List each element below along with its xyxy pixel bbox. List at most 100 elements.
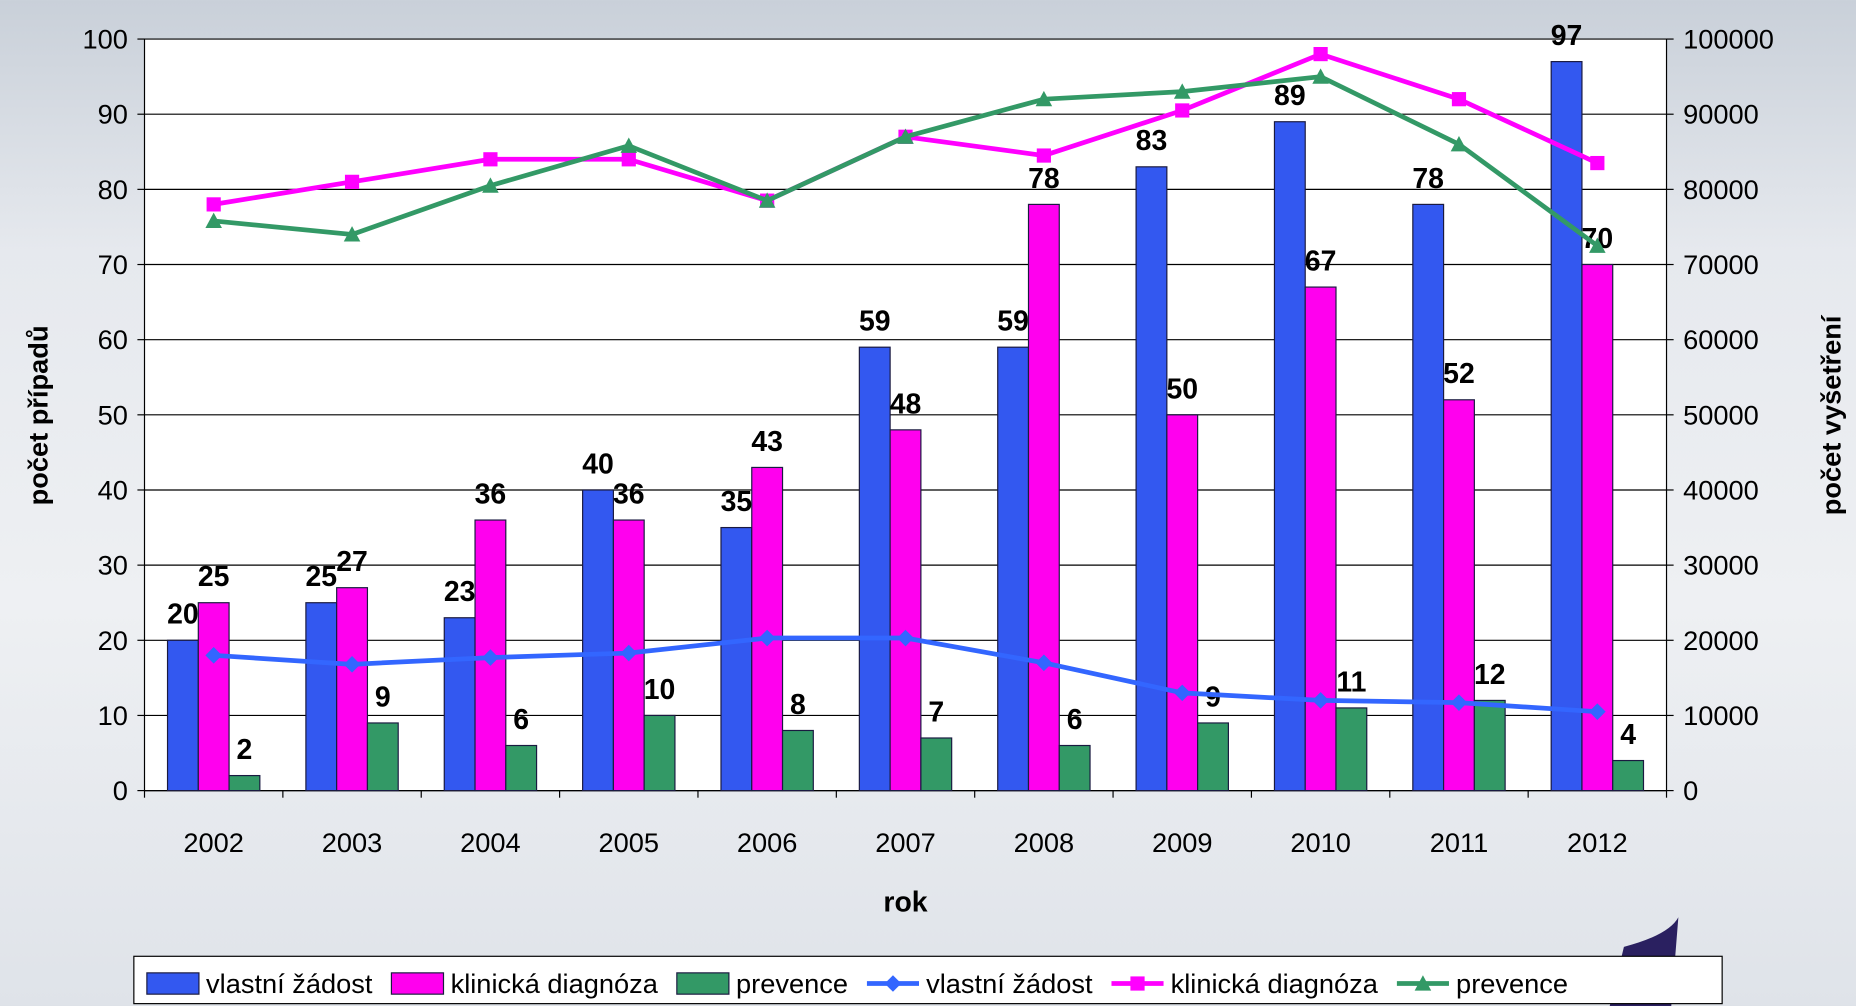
line-marker <box>343 656 361 673</box>
line-marker <box>897 629 914 647</box>
y-tick-label: 80 <box>98 174 128 205</box>
line-marker <box>344 174 360 189</box>
x-tick-label: 2004 <box>460 827 521 858</box>
line-marker <box>897 128 914 144</box>
legend-swatch <box>390 972 445 995</box>
line-marker <box>483 152 498 167</box>
line-marker <box>1450 694 1468 711</box>
line-marker <box>206 197 221 212</box>
x-tick-label: 2012 <box>1567 827 1628 858</box>
data-label: 8 <box>790 689 806 721</box>
bar <box>228 774 261 792</box>
y-tick-label: 70 <box>98 249 128 280</box>
line-marker <box>758 192 776 208</box>
x-tick-label: 2008 <box>1014 827 1075 858</box>
bar <box>166 639 199 792</box>
bar <box>197 602 230 792</box>
line-marker <box>205 212 222 229</box>
line-marker <box>1451 92 1467 107</box>
data-label: 67 <box>1305 245 1337 277</box>
data-label: 40 <box>582 448 614 480</box>
data-label: 27 <box>336 546 368 578</box>
bar <box>1335 707 1368 792</box>
line-marker <box>1312 68 1329 84</box>
bar <box>1442 399 1475 792</box>
y2-tick-label: 20000 <box>1683 625 1759 656</box>
x-tick-label: 2007 <box>875 827 936 858</box>
y2-tick-label: 80000 <box>1683 174 1759 205</box>
bar <box>1550 61 1583 792</box>
y2-tick-label: 30000 <box>1683 550 1759 581</box>
x-tick-label: 2003 <box>322 827 383 858</box>
legend-label: vlastní žádost <box>206 968 373 999</box>
line-marker <box>1312 692 1329 709</box>
line-marker <box>1173 684 1191 702</box>
bar <box>1412 203 1445 792</box>
line-marker <box>1035 90 1053 107</box>
bar <box>1197 722 1229 792</box>
bar <box>582 489 614 792</box>
legend-marker <box>1414 975 1432 991</box>
data-label: 43 <box>751 426 783 458</box>
data-label: 78 <box>1028 163 1060 195</box>
y2-tick-label: 50000 <box>1683 399 1759 430</box>
legend-label: vlastní žádost <box>926 968 1093 999</box>
y2-tick-label: 0 <box>1683 775 1698 806</box>
line-marker <box>1173 83 1191 99</box>
y2-tick-label: 60000 <box>1683 324 1759 355</box>
line-marker <box>1036 148 1051 163</box>
bar <box>643 714 676 792</box>
data-label: 50 <box>1166 373 1198 405</box>
bar <box>1612 759 1645 792</box>
data-label: 52 <box>1443 358 1475 390</box>
data-label: 12 <box>1474 659 1506 691</box>
bar <box>1166 414 1199 792</box>
y-tick-label: 100 <box>83 24 128 55</box>
data-label: 48 <box>890 388 922 420</box>
data-label: 89 <box>1274 80 1306 112</box>
data-label: 20 <box>167 599 199 631</box>
bar <box>751 466 784 792</box>
bar <box>505 744 538 792</box>
legend-label: klinická diagnóza <box>1171 968 1379 999</box>
line-marker <box>1590 155 1605 171</box>
bar <box>1581 263 1614 792</box>
data-label: 6 <box>513 704 529 736</box>
bar <box>889 429 922 792</box>
data-label: 35 <box>721 486 753 518</box>
bar <box>1027 203 1060 792</box>
bar <box>920 737 953 792</box>
data-label: 4 <box>1620 719 1636 751</box>
y2-tick-label: 100000 <box>1683 24 1774 55</box>
data-label: 25 <box>198 561 230 593</box>
y-tick-label: 10 <box>98 700 128 731</box>
x-tick-label: 2009 <box>1152 827 1213 858</box>
y-tick-label: 50 <box>98 399 128 430</box>
data-label: 78 <box>1412 163 1444 195</box>
bar <box>1135 166 1168 792</box>
line-marker <box>620 137 638 153</box>
y2-axis-title: počet vyšetření <box>1816 314 1847 515</box>
y2-tick-label: 10000 <box>1683 700 1759 731</box>
legend-label: prevence <box>1456 968 1568 999</box>
data-label: 7 <box>928 696 944 728</box>
line-marker <box>620 644 638 662</box>
y2-tick-label: 70000 <box>1683 249 1759 280</box>
data-label: 11 <box>1336 666 1366 698</box>
bar <box>858 346 891 792</box>
data-label: 59 <box>997 306 1029 338</box>
data-label: 36 <box>613 478 645 510</box>
data-label: 6 <box>1067 704 1083 736</box>
bar <box>336 587 369 792</box>
data-label: 83 <box>1136 125 1168 157</box>
y-tick-label: 60 <box>98 324 128 355</box>
legend-swatch <box>146 972 200 995</box>
bar <box>720 526 753 792</box>
bar <box>305 602 338 792</box>
legend-marker <box>884 975 902 992</box>
x-tick-label: 2011 <box>1430 827 1489 858</box>
bar <box>781 729 814 792</box>
data-label: 59 <box>859 306 891 338</box>
bar <box>1058 744 1091 792</box>
